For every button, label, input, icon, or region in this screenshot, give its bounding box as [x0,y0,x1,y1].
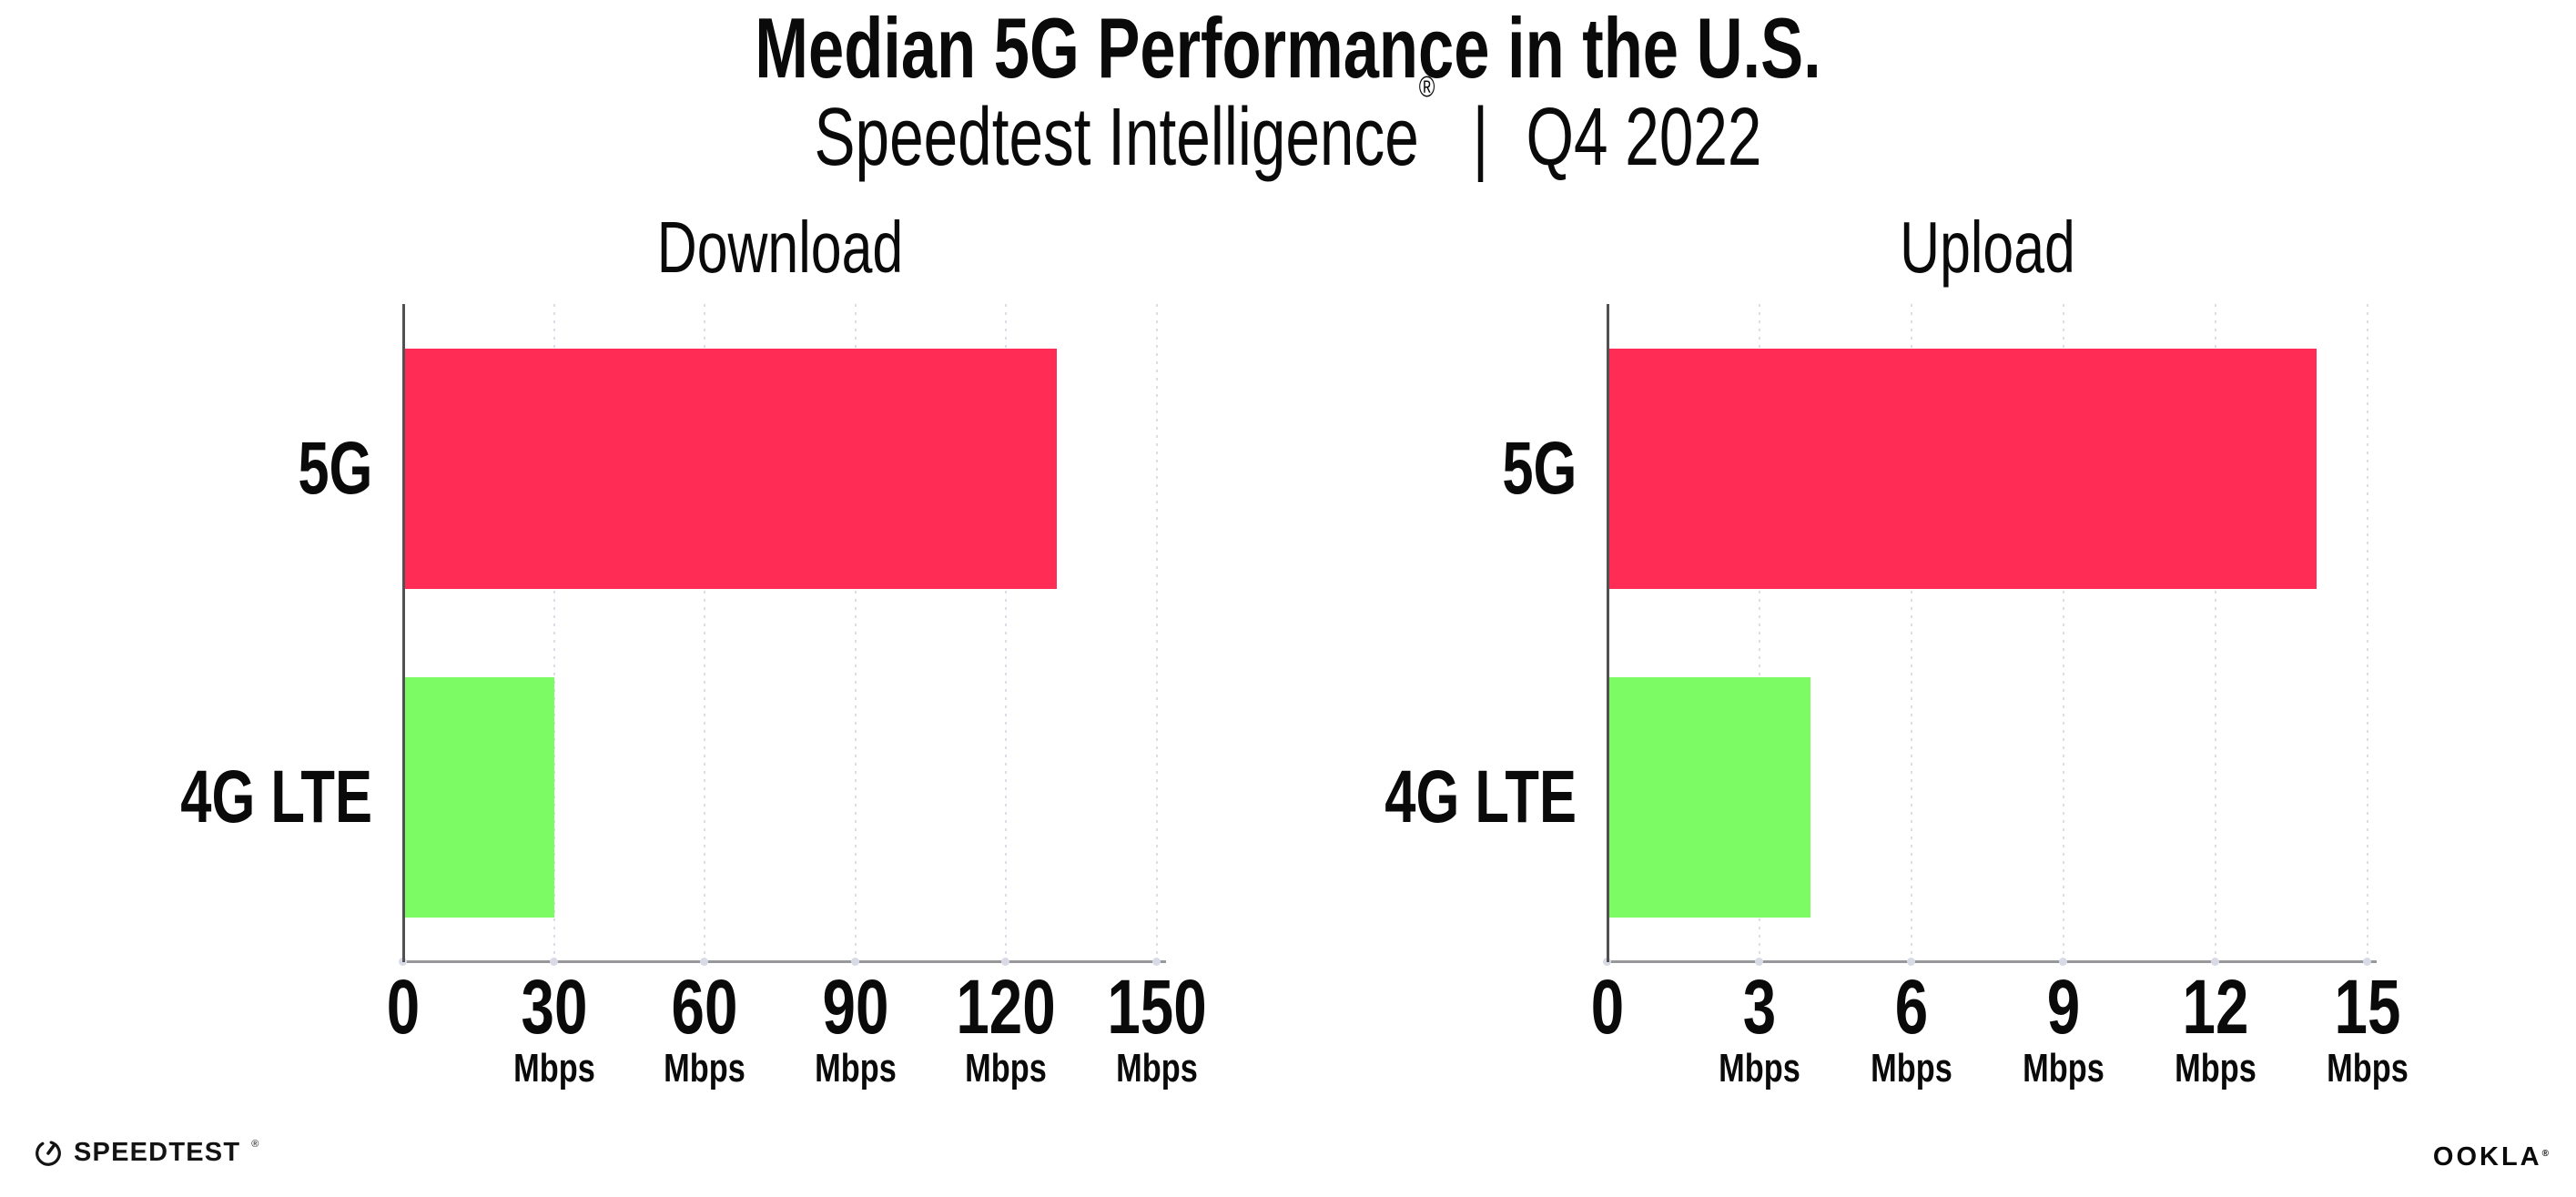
gridline-90 [854,304,857,961]
gridline-6 [1911,304,1912,961]
speedtest-trademark-icon: ® [251,1139,259,1150]
speedtest-gauge-icon [35,1141,61,1166]
ookla-logo: OOKLA® [2433,1144,2549,1171]
x-tick-unit: Mbps [2327,1046,2409,1091]
ookla-wordmark: OOKLA [2432,1142,2542,1172]
x-tick-label-15: 15 Mbps [2297,964,2439,1091]
x-tick-label-12: 12 Mbps [2145,964,2287,1091]
gridline-12 [2215,304,2216,961]
x-tick-label-3: 3 Mbps [1689,964,1831,1091]
subtitle-brand: Speedtest Intelligence [814,92,1419,183]
main-title: Median 5G Performance in the U.S. [755,0,1821,96]
axis-tick-dot-30 [549,958,558,966]
axis-tick-dot-0 [1603,958,1611,966]
axis-tick-dot-0 [399,958,407,966]
axis-tick-dot-3 [1755,958,1763,966]
x-tick-label-120: 120 Mbps [935,964,1077,1091]
category-label-4g-lte: 4G LTE [180,755,372,838]
axis-tick-dot-9 [2059,958,2067,966]
bar-5g [403,348,1057,589]
x-tick-unit: Mbps [965,1046,1048,1091]
axis-tick-dot-60 [700,958,709,966]
x-tick-unit: Mbps [2175,1046,2257,1091]
axis-tick-dot-6 [1907,958,1915,966]
gridline-3 [1759,304,1760,961]
gridline-15 [2367,304,2368,961]
speedtest-logo: SPEEDTEST ® [33,1137,259,1168]
axis-tick-dot-12 [2211,958,2219,966]
x-tick-value: 0 [386,964,421,1050]
registered-trademark-icon: ® [1418,70,1435,103]
x-tick-value: 3 [1742,964,1777,1050]
x-tick-label-60: 60 Mbps [634,964,776,1091]
bar-4g-lte [403,676,554,918]
x-tick-value: 150 [1107,964,1207,1050]
x-tick-label-30: 30 Mbps [483,964,625,1091]
x-tick-value: 12 [2182,964,2249,1050]
x-tick-value: 0 [1590,964,1625,1050]
subtitle: Speedtest Intelligence® | Q4 2022 [322,70,2255,183]
gridline-150 [1156,304,1158,961]
x-tick-value: 6 [1894,964,1929,1050]
category-label-4g-lte: 4G LTE [1384,755,1577,838]
category-label-5g: 5G [1501,426,1577,510]
x-tick-value: 15 [2334,964,2401,1050]
axis-tick-dot-150 [1152,958,1161,966]
x-tick-value: 30 [521,964,588,1050]
gridline-9 [2063,304,2064,961]
x-tick-unit: Mbps [512,1046,595,1091]
x-tick-unit: Mbps [664,1046,745,1091]
x-tick-value: 120 [956,964,1057,1050]
gridline-60 [704,304,706,961]
x-tick-label-0: 0 [332,964,474,1050]
subtitle-period: Q4 2022 [1526,92,1762,183]
gridline-120 [1005,304,1008,961]
bar-4g-lte [1607,676,1810,918]
x-tick-value: 90 [822,964,889,1050]
gridline-30 [553,304,555,961]
x-tick-label-0: 0 [1536,964,1678,1050]
bar-5g [1607,348,2317,589]
upload-plot-area: 0 3 Mbps 6 Mbps 9 Mbps 12 Mbps 15 Mbps 5G 4G LTE [1384,304,2409,1089]
x-tick-unit: Mbps [814,1046,897,1091]
axis-tick-dot-15 [2363,958,2371,966]
x-tick-value: 9 [2046,964,2081,1050]
x-tick-unit: Mbps [1719,1046,1800,1091]
x-tick-unit: Mbps [2023,1046,2104,1091]
subtitle-separator: | [1472,92,1489,183]
axis-tick-dot-90 [850,958,859,966]
speedtest-wordmark: SPEEDTEST [74,1137,241,1167]
axis-tick-dot-120 [1001,958,1010,966]
x-tick-unit: Mbps [1871,1046,1952,1091]
ookla-trademark-icon: ® [2541,1149,2549,1159]
x-tick-label-150: 150 Mbps [1086,964,1228,1091]
download-plot-area: 0 30 Mbps 60 Mbps 90 Mbps 120 Mbps 150 Mbps 5G 4G LT… [180,304,1207,1089]
x-tick-unit: Mbps [1116,1046,1198,1091]
x-tick-label-9: 9 Mbps [1993,964,2135,1091]
download-chart-title: Download [656,207,904,288]
x-tick-label-6: 6 Mbps [1841,964,1983,1091]
x-tick-value: 60 [671,964,738,1050]
x-tick-label-90: 90 Mbps [785,964,927,1091]
category-label-5g: 5G [297,426,372,510]
upload-chart-title: Upload [1900,207,2075,288]
